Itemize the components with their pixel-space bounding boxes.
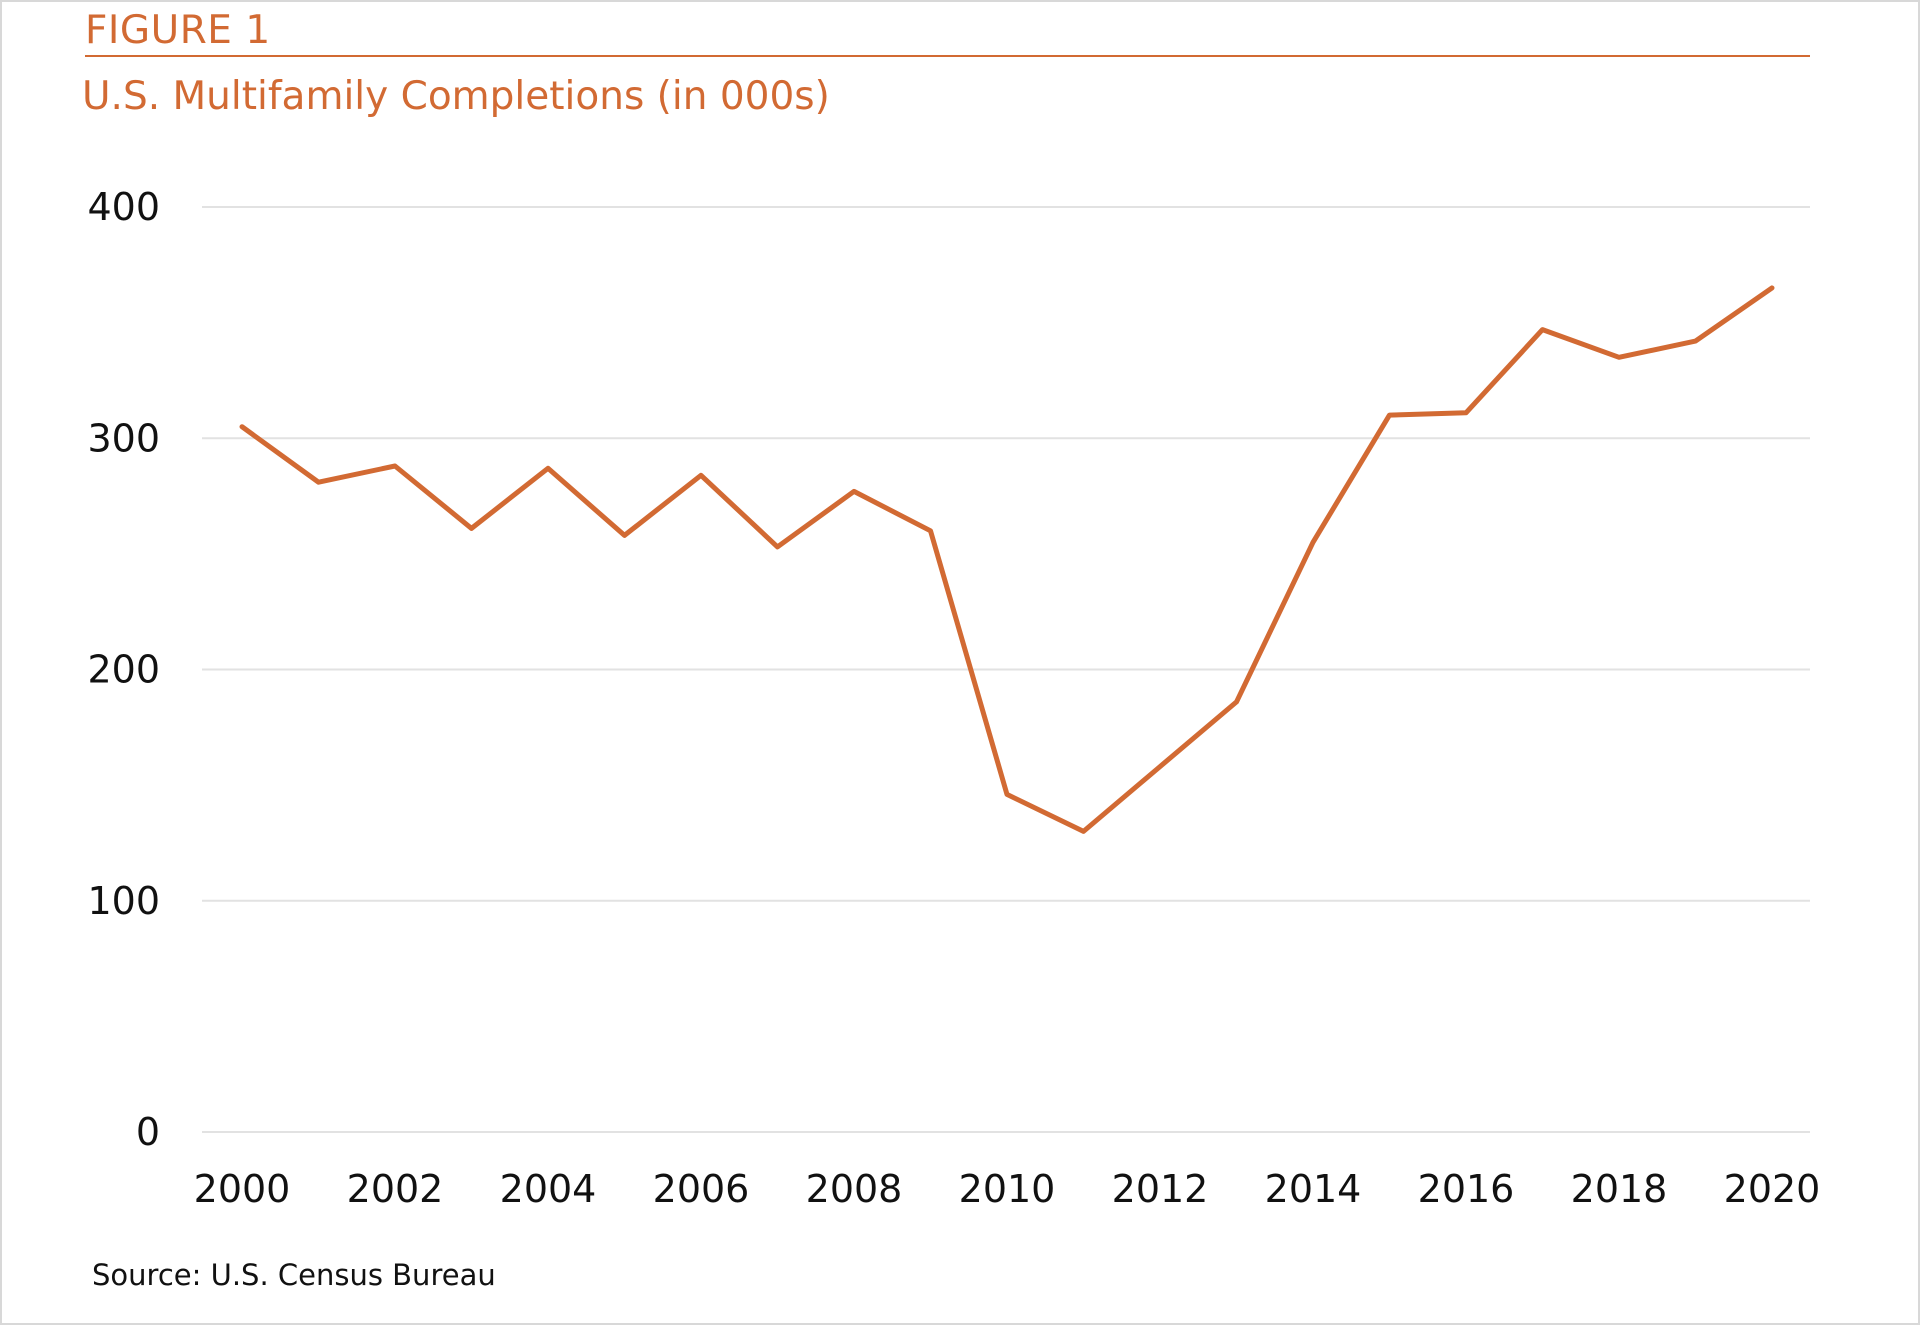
x-tick-label: 2014 (1265, 1167, 1362, 1211)
x-tick-label: 2018 (1571, 1167, 1668, 1211)
x-tick-label: 2010 (959, 1167, 1056, 1211)
x-tick-label: 2020 (1724, 1167, 1821, 1211)
y-tick-label: 0 (136, 1110, 160, 1154)
y-axis: 0 100 200 300 400 (87, 185, 160, 1154)
figure-rule (85, 55, 1810, 57)
x-tick-label: 2000 (194, 1167, 291, 1211)
y-tick-label: 100 (87, 879, 160, 923)
x-tick-label: 2016 (1418, 1167, 1515, 1211)
figure-label: FIGURE 1 (85, 8, 271, 53)
grid-lines (202, 206, 1810, 1133)
x-tick-label: 2004 (500, 1167, 597, 1211)
source-note: Source: U.S. Census Bureau (92, 1258, 496, 1292)
x-tick-label: 2006 (653, 1167, 750, 1211)
chart-title: U.S. Multifamily Completions (in 000s) (82, 74, 830, 119)
y-tick-label: 300 (87, 416, 160, 460)
series-line-0 (239, 285, 1775, 834)
x-tick-label: 2012 (1112, 1167, 1209, 1211)
x-tick-label: 2002 (347, 1167, 444, 1211)
x-axis: 2000 2002 2004 2006 2008 2010 2012 2014 2016 2018… (194, 1167, 1821, 1211)
y-tick-label: 200 (87, 648, 160, 692)
series-group (239, 285, 1775, 834)
y-tick-label: 400 (87, 185, 160, 229)
x-tick-label: 2008 (806, 1167, 903, 1211)
